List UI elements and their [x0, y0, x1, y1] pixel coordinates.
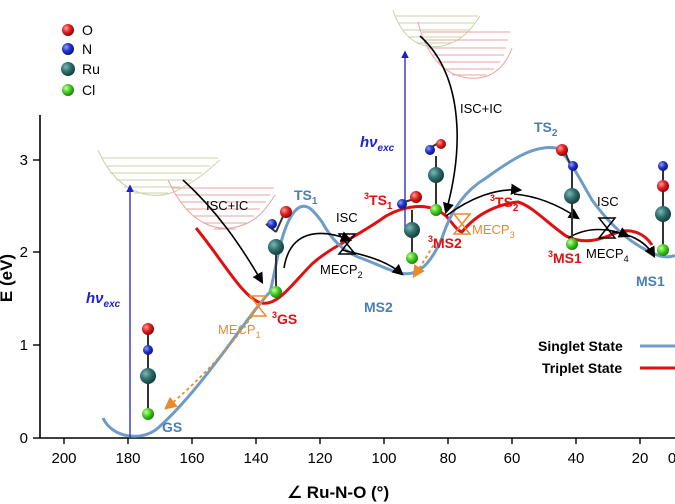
y-tick-label: 3	[20, 152, 28, 169]
molecule-ms1	[655, 161, 671, 256]
nitrogen-atom-icon	[62, 43, 74, 55]
label-isc-ic-2: ISC+IC	[460, 101, 502, 116]
x-tick-label: 100	[371, 450, 396, 467]
label-mecp4: MECP4	[586, 246, 629, 264]
legend-singlet-label: Singlet State	[538, 338, 623, 354]
molecule-3gs	[265, 206, 292, 298]
mecp3-marker	[452, 213, 472, 235]
legend-atom-label: O	[82, 22, 93, 38]
label-3ms1: 3MS1	[548, 249, 582, 266]
legend-atom-label: N	[82, 41, 92, 57]
y-tick-label: 2	[20, 244, 28, 261]
molecule-ts2	[556, 144, 580, 250]
x-tick-label: 20	[632, 450, 649, 467]
x-axis-title: ∠ Ru-N-O (°)	[287, 483, 389, 502]
legend-atom-label: Cl	[82, 82, 95, 98]
ruthenium-atom-icon	[61, 62, 75, 76]
label-isc-3: ISC	[336, 210, 358, 225]
mecp1-marker	[248, 295, 268, 317]
label-hv-exc-2: hνexc	[360, 134, 395, 154]
x-tick-label: 180	[115, 450, 140, 467]
y-tick-label: 0	[20, 430, 28, 447]
label-mecp3: MECP3	[472, 222, 515, 240]
x-tick-label: 40	[568, 450, 585, 467]
x-tick-label: 80	[440, 450, 457, 467]
label-3ts1: 3TS1	[364, 191, 393, 212]
relaxation-arrows	[182, 35, 656, 284]
molecule-ms2	[397, 191, 422, 264]
y-tick-label: 1	[20, 337, 28, 354]
label-3ms2: 3MS2	[428, 234, 462, 251]
mecp4-marker	[597, 217, 617, 239]
legend-triplet-label: Triplet State	[542, 360, 622, 376]
axes: 200 180 160 140 120 100 80 60 40 20 0 0 …	[0, 115, 675, 502]
excited-state-wells	[97, 9, 513, 230]
singlet-state-curve	[101, 145, 675, 438]
x-tick-label: 160	[179, 450, 204, 467]
mecp2-marker	[337, 233, 357, 255]
oxygen-atom-icon	[62, 24, 74, 36]
chlorine-atom-icon	[62, 84, 74, 96]
excitation-arrows	[126, 50, 409, 437]
label-3ts2: 3TS2	[490, 193, 519, 214]
label-isc-ic-1: ISC+IC	[206, 198, 248, 213]
x-tick-label: 120	[307, 450, 332, 467]
mecp-return-arrows	[164, 239, 437, 410]
y-axis-title: E (eV)	[0, 254, 16, 302]
x-tick-label: 0	[668, 450, 675, 467]
label-hv-exc-1: hνexc	[86, 290, 121, 310]
legend-atom-label: Ru	[82, 61, 100, 77]
label-3gs: 3GS	[272, 310, 297, 327]
label-mecp2: MECP2	[320, 262, 363, 280]
state-legend: Singlet State Triplet State	[538, 338, 675, 376]
label-ms1: MS1	[636, 273, 665, 289]
label-gs: GS	[162, 419, 182, 435]
label-isc-4: ISC	[597, 194, 619, 209]
label-ts2: TS2	[534, 119, 558, 139]
molecule-gs	[140, 323, 156, 420]
molecule-3ms2	[425, 139, 446, 216]
label-ms2: MS2	[364, 299, 393, 315]
x-tick-label: 200	[51, 450, 76, 467]
triplet-state-curve	[194, 200, 654, 305]
label-ts1: TS1	[294, 187, 318, 207]
label-mecp1: MECP1	[218, 322, 261, 340]
x-tick-label: 140	[243, 450, 268, 467]
atom-legend: O N Ru Cl	[61, 22, 100, 98]
x-tick-label: 60	[504, 450, 521, 467]
